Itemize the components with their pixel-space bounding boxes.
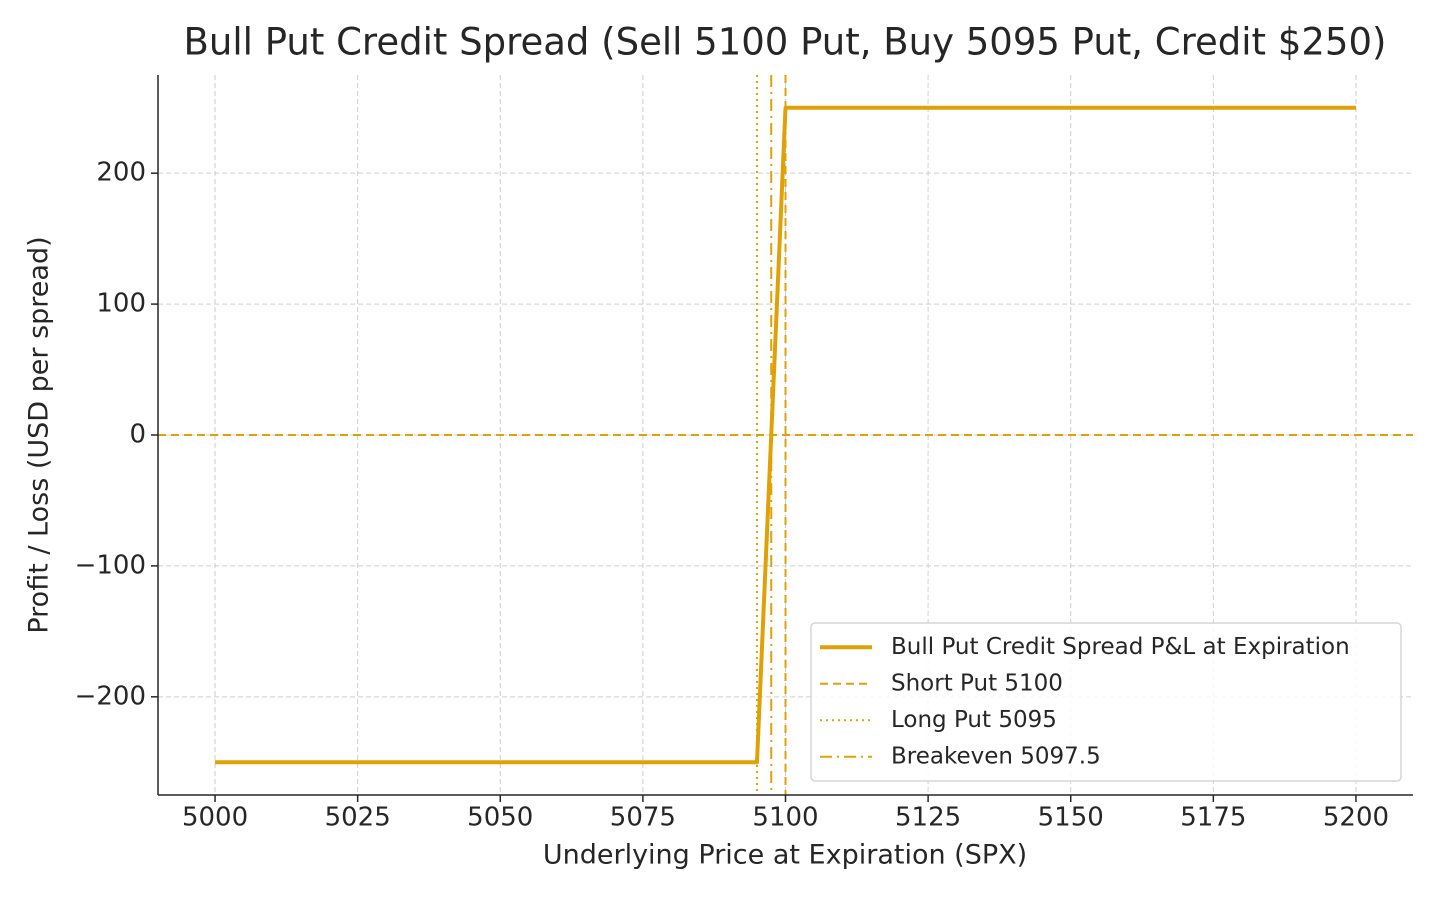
x-tick-label: 5175 [1180, 803, 1246, 833]
legend-label: Breakeven 5097.5 [891, 743, 1101, 769]
legend: Bull Put Credit Spread P&L at Expiration… [810, 622, 1402, 782]
legend-label: Long Put 5095 [891, 707, 1057, 733]
x-tick-label: 5150 [1038, 803, 1104, 833]
y-tick-label: −200 [75, 681, 146, 711]
y-tick-label: 100 [96, 289, 146, 319]
y-tick-label: −100 [75, 550, 146, 580]
data-line [215, 105, 1356, 765]
x-tick-label: 5125 [895, 803, 961, 833]
x-tick-label: 5100 [752, 803, 818, 833]
y-tick-label: 0 [129, 420, 146, 450]
legend-box [810, 622, 1402, 782]
x-tick-label: 5000 [182, 803, 248, 833]
legend-label: Short Put 5100 [891, 670, 1063, 696]
x-tick-label: 5075 [610, 803, 676, 833]
x-tick-label: 5025 [325, 803, 391, 833]
legend-label: Bull Put Credit Spread P&L at Expiration [891, 634, 1350, 660]
x-axis-label: Underlying Price at Expiration (SPX) [543, 840, 1027, 871]
chart-title: Bull Put Credit Spread (Sell 5100 Put, B… [184, 21, 1387, 64]
y-axis-label: Profit / Loss (USD per spread) [24, 236, 55, 633]
x-tick-label: 5200 [1323, 803, 1389, 833]
y-tick-label: 200 [96, 158, 146, 188]
x-tick-label: 5050 [467, 803, 533, 833]
